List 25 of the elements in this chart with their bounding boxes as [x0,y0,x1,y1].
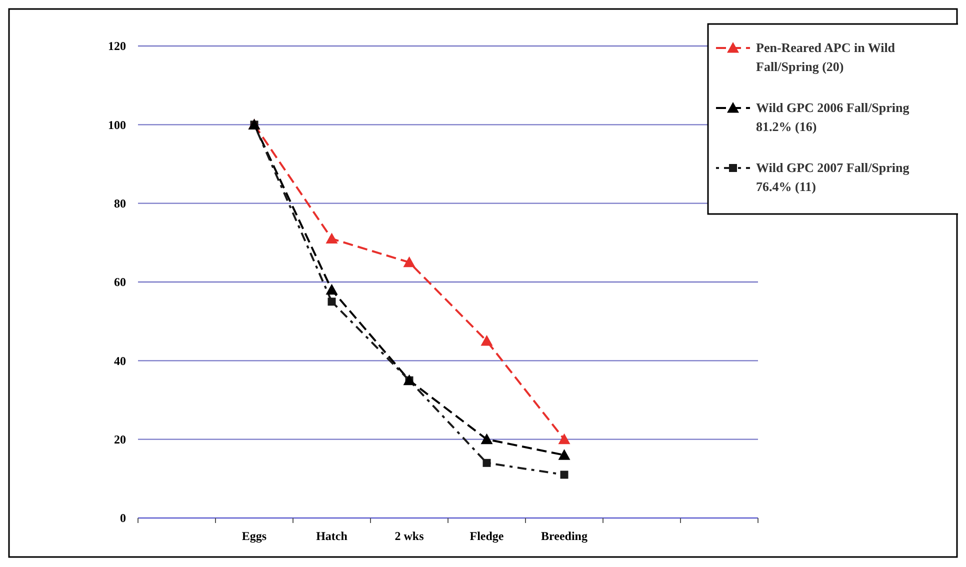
point [328,298,336,306]
y-tick-label: 100 [108,118,126,132]
legend-label: Wild GPC 2007 Fall/Spring 76.4% (11) [756,160,910,194]
y-tick-label: 60 [114,275,126,290]
point [558,433,570,444]
x-tick-label: Eggs [242,529,267,543]
y-tick-label: 20 [114,432,126,447]
point [326,284,338,295]
y-tick-label: 0 [120,511,126,526]
y-tick-label: 80 [114,196,126,211]
x-tick-label: 2 wks [394,529,424,543]
point [480,335,493,346]
point [560,470,568,479]
point [482,458,491,467]
legend-label: Pen-Reared APC in Wild Fall/Spring (20) [756,40,896,74]
x-tick-label: Breeding [541,529,588,543]
point [403,256,416,268]
y-tick-label: 120 [108,39,126,54]
point [480,433,493,444]
y-tick-label: 40 [114,354,126,368]
x-tick-label: Fledge [470,529,504,543]
x-tick-label: Hatch [316,529,348,543]
point [326,232,338,244]
point [558,449,570,460]
legend-label: Wild GPC 2006 Fall/Spring 81.2% (16) [756,100,910,134]
